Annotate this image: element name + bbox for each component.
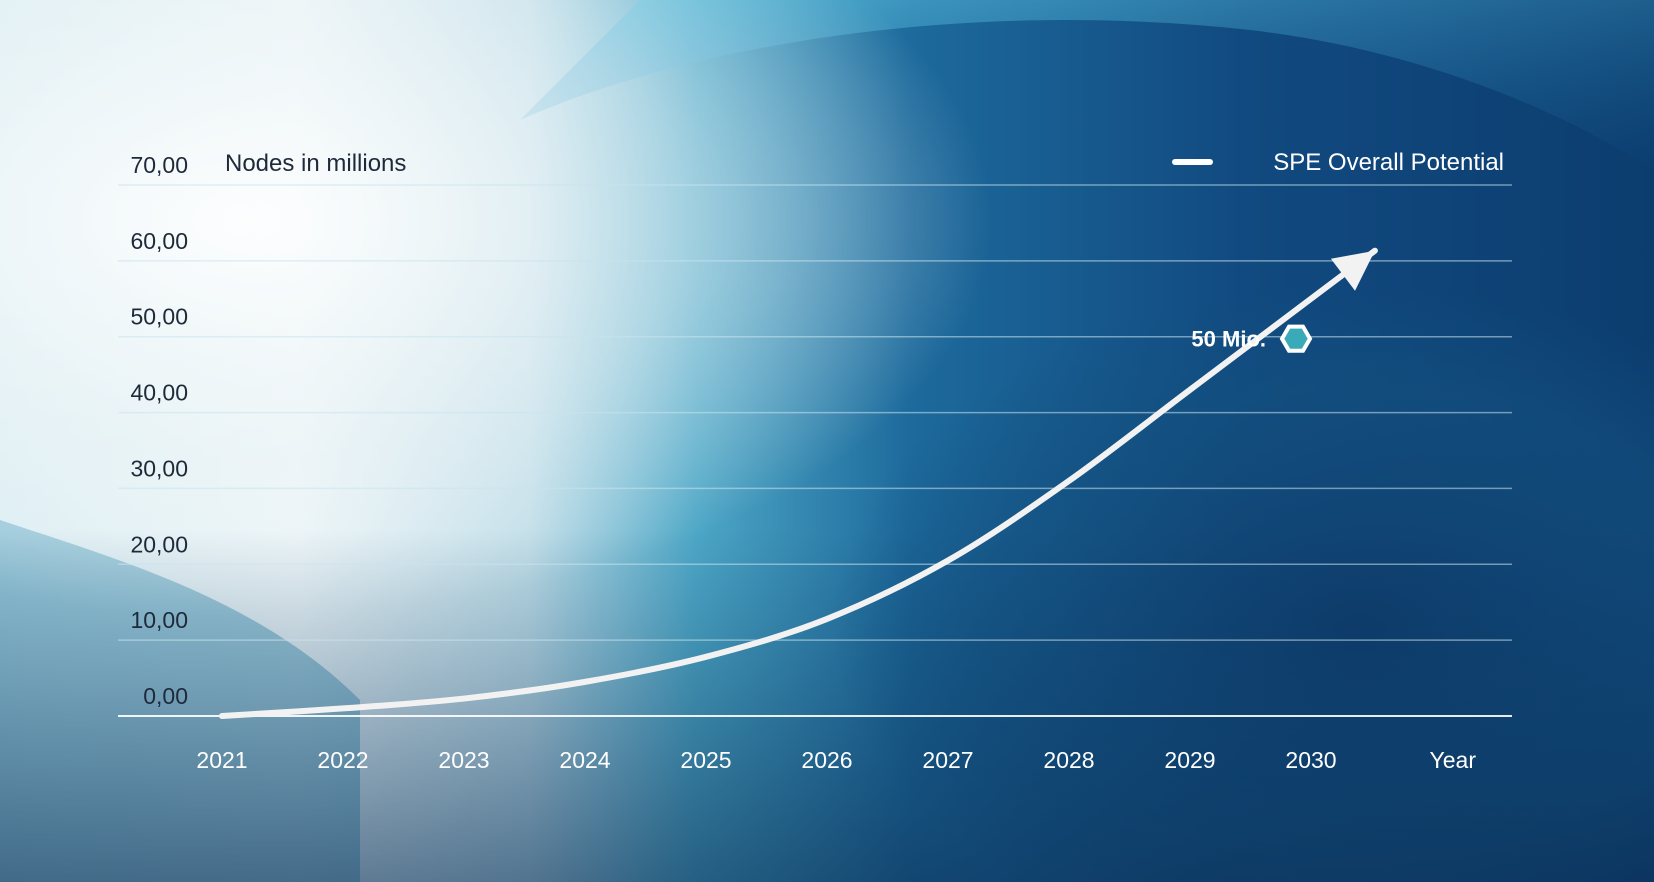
y-tick-label: 50,00 xyxy=(130,304,188,330)
y-axis-label: Nodes in millions xyxy=(225,150,406,177)
series-arrowhead xyxy=(1330,250,1375,291)
y-axis-ticks: 0,00 10,00 20,00 30,00 40,00 50,00 60,00 70,00 xyxy=(130,152,188,709)
x-tick-label: 2021 xyxy=(196,747,247,773)
x-axis-label: Year xyxy=(1430,747,1477,773)
x-tick-label: 2022 xyxy=(317,747,368,773)
data-point xyxy=(1308,296,1314,302)
y-tick-label: 70,00 xyxy=(130,152,188,178)
x-tick-label: 2027 xyxy=(922,747,973,773)
data-point xyxy=(824,616,830,622)
x-axis-ticks: 2021 2022 2023 2024 2025 2026 2027 2028 2029 2030 xyxy=(196,747,1336,773)
y-tick-label: 60,00 xyxy=(130,228,188,254)
annotation-marker xyxy=(1279,324,1313,353)
gridlines xyxy=(118,184,1512,717)
x-tick-label: 2024 xyxy=(559,747,610,773)
annotations: 50 Mio. xyxy=(1191,324,1313,353)
y-tick-label: 20,00 xyxy=(130,531,188,557)
data-point xyxy=(582,679,588,685)
data-point xyxy=(945,557,951,563)
data-point xyxy=(461,696,467,702)
x-tick-label: 2026 xyxy=(801,747,852,773)
x-tick-label: 2029 xyxy=(1164,747,1215,773)
data-point xyxy=(1187,387,1193,393)
legend-label: SPE Overall Potential xyxy=(1273,149,1504,176)
x-tick-label: 2030 xyxy=(1285,747,1336,773)
y-tick-label: 10,00 xyxy=(130,607,188,633)
y-tick-label: 30,00 xyxy=(130,455,188,481)
data-point xyxy=(703,654,709,660)
series-line xyxy=(219,247,1378,719)
data-point xyxy=(340,705,346,711)
annotation-label: 50 Mio. xyxy=(1191,327,1266,352)
x-tick-label: 2025 xyxy=(680,747,731,773)
data-point xyxy=(1066,478,1072,484)
series-spe-overall-potential xyxy=(219,247,1378,719)
data-point xyxy=(219,713,225,719)
x-tick-label: 2023 xyxy=(438,747,489,773)
y-tick-label: 0,00 xyxy=(143,683,188,709)
legend: SPE Overall Potential xyxy=(1172,149,1504,176)
x-tick-label: 2028 xyxy=(1043,747,1094,773)
y-tick-label: 40,00 xyxy=(130,380,188,406)
